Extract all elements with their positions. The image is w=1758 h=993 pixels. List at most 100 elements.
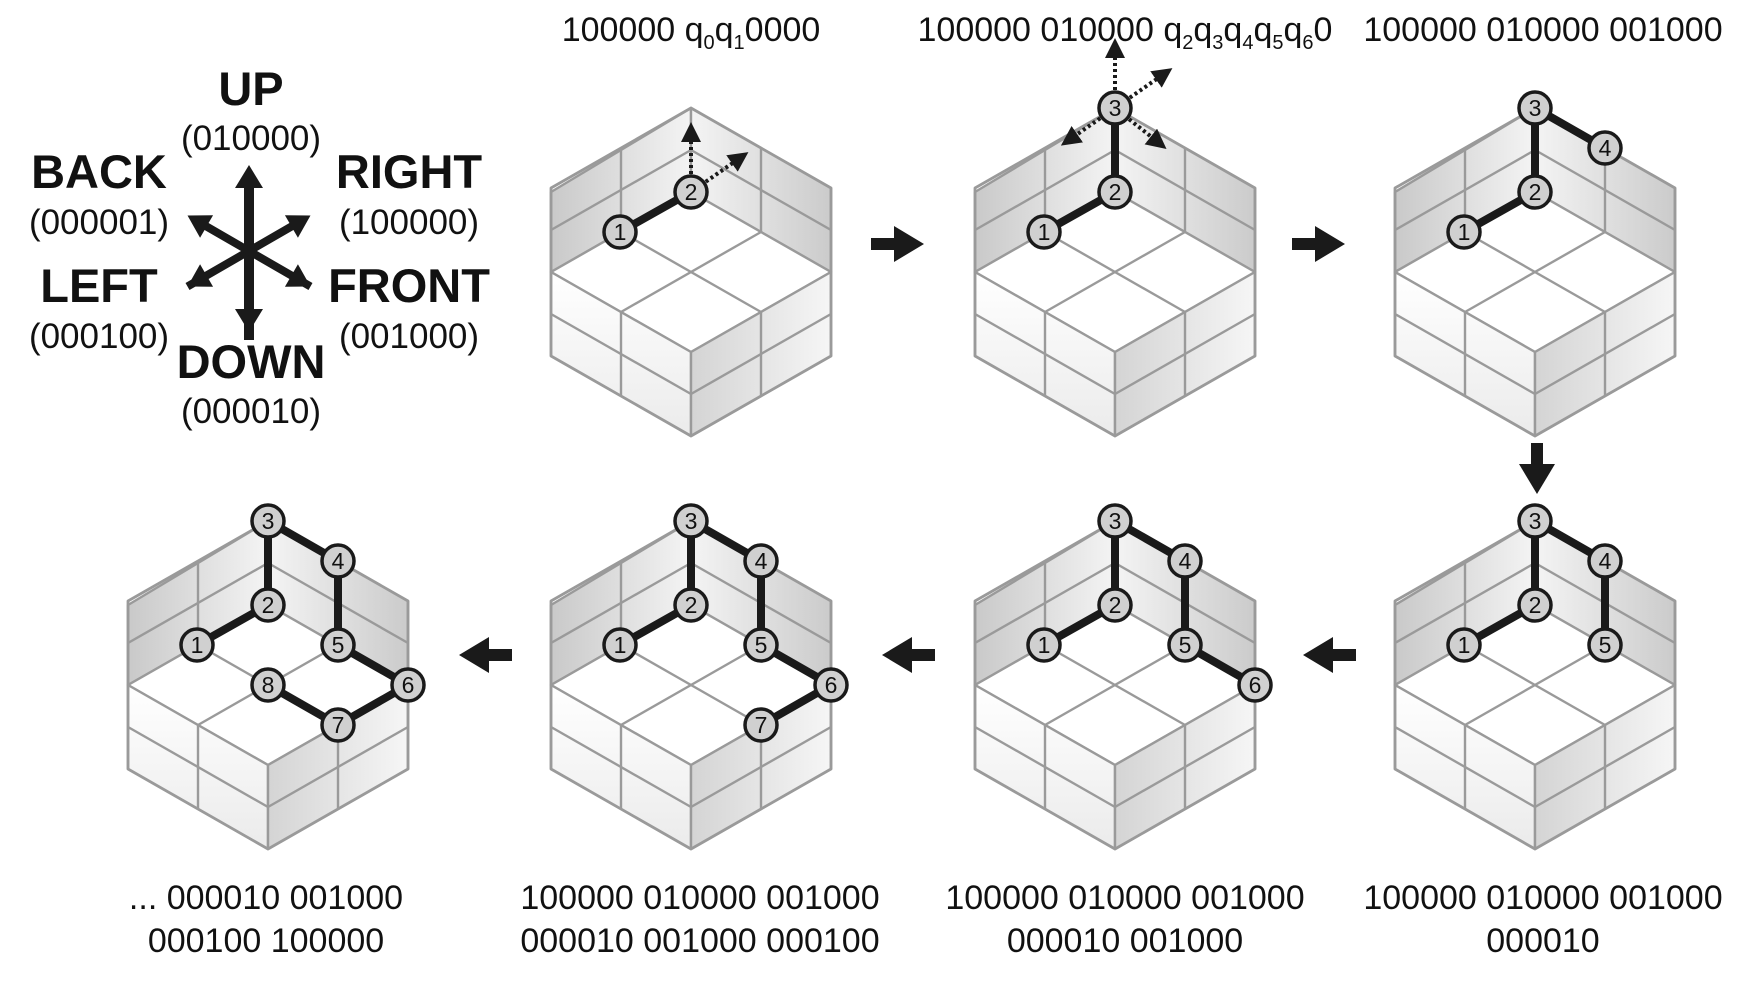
grid-line — [1044, 643, 1186, 727]
candidate-move-left-arrow-icon — [1060, 116, 1102, 146]
residue-node-1: 1 — [602, 214, 638, 250]
residue-node-7: 7 — [320, 707, 356, 743]
arrow-right-icon — [871, 226, 924, 262]
arrow-right-icon — [1292, 226, 1345, 262]
residue-circle — [1097, 587, 1133, 623]
residue-node-6: 6 — [1237, 667, 1273, 703]
residue-number: 1 — [1038, 219, 1051, 245]
grid-line — [974, 725, 1116, 809]
residue-circle — [179, 627, 215, 663]
dir-up-name: UP — [218, 62, 283, 115]
residue-number: 4 — [1599, 135, 1612, 161]
residue-circle — [250, 667, 286, 703]
lattice-outline — [549, 519, 833, 851]
residue-node-5: 5 — [1167, 627, 1203, 663]
residue-number: 1 — [614, 632, 627, 658]
residue-node-6: 6 — [390, 667, 426, 703]
residue-node-1: 1 — [1026, 214, 1062, 250]
candidate-move-right-arrow-icon — [704, 152, 749, 184]
dir-back-name: BACK — [31, 145, 167, 198]
caption-step-6-line-1: 100000 010000 001000 — [520, 879, 879, 917]
residue-node-2: 2 — [250, 587, 286, 623]
lattice-outline — [1393, 106, 1677, 438]
residue-number: 2 — [262, 592, 275, 618]
residue-circle — [743, 707, 779, 743]
residue-number: 2 — [1109, 592, 1122, 618]
residue-number: 2 — [1109, 179, 1122, 205]
caption-step-4-line-1: 100000 010000 001000 — [1363, 879, 1722, 917]
residue-node-3: 3 — [1517, 503, 1553, 539]
residue-circle — [1026, 214, 1062, 250]
residue-node-3: 3 — [250, 503, 286, 539]
grid-line — [1044, 230, 1186, 314]
direction-legend: UP (010000) BACK (000001) RIGHT (100000)… — [29, 62, 490, 431]
caption-step-7-line-2: 000100 100000 — [148, 922, 384, 960]
residue-number: 7 — [332, 712, 345, 738]
grid-line — [1464, 230, 1606, 314]
lattice-step-4: 1 2 3 4 5 — [1393, 503, 1677, 851]
candidate-move-front-arrow-icon — [1127, 117, 1167, 149]
residue-node-4: 4 — [1167, 543, 1203, 579]
residue-circle — [1517, 174, 1553, 210]
lattice-outline — [1393, 519, 1677, 851]
residue-node-5: 5 — [320, 627, 356, 663]
caption-step-5-line-2: 000010 001000 — [1007, 922, 1243, 960]
residue-circle — [320, 627, 356, 663]
residue-number: 6 — [825, 672, 838, 698]
caption-step-7-line-1: ... 000010 001000 — [129, 879, 403, 917]
residue-node-1: 1 — [1446, 627, 1482, 663]
captions: 100000 q0q10000 100000 010000 q2q3q4q5q6… — [129, 11, 1723, 960]
lattice-step-7: 1 2 3 4 5 6 7 8 — [126, 503, 426, 851]
residue-number: 1 — [614, 219, 627, 245]
residue-number: 2 — [685, 592, 698, 618]
residue-number: 5 — [1179, 632, 1192, 658]
residue-node-2: 2 — [1517, 587, 1553, 623]
caption-step-3: 100000 010000 001000 — [1363, 11, 1722, 49]
grid-line — [267, 725, 409, 809]
grid-line — [1114, 312, 1256, 396]
residue-node-3: 3 — [1097, 90, 1133, 126]
residue-number: 7 — [755, 712, 768, 738]
residue-node-6: 6 — [813, 667, 849, 703]
residue-circle — [1587, 543, 1623, 579]
residue-node-2: 2 — [673, 174, 709, 210]
arrow-left-icon — [882, 637, 935, 673]
residue-node-4: 4 — [743, 543, 779, 579]
dir-back-code: (000001) — [29, 203, 169, 242]
residue-number: 4 — [755, 548, 768, 574]
residue-number: 5 — [1599, 632, 1612, 658]
residue-circle — [320, 707, 356, 743]
residue-circle — [1097, 90, 1133, 126]
residue-circle — [1026, 627, 1062, 663]
grid-line — [1534, 725, 1676, 809]
residue-circle — [673, 503, 709, 539]
residue-number: 1 — [1038, 632, 1051, 658]
residue-node-1: 1 — [1446, 214, 1482, 250]
caption-step-1: 100000 q0q10000 — [562, 11, 821, 54]
residue-circle — [1587, 130, 1623, 166]
residue-node-4: 4 — [1587, 130, 1623, 166]
residue-node-2: 2 — [1097, 174, 1133, 210]
residue-number: 4 — [1599, 548, 1612, 574]
residue-number: 5 — [332, 632, 345, 658]
grid-line — [1534, 312, 1676, 396]
residue-number: 3 — [685, 508, 698, 534]
residue-number: 2 — [685, 179, 698, 205]
residue-circle — [1517, 587, 1553, 623]
residue-number: 3 — [1109, 95, 1122, 121]
dir-left-code: (000100) — [29, 317, 169, 356]
residue-circle — [1167, 543, 1203, 579]
direction-star-icon — [185, 165, 313, 340]
residue-circle — [602, 627, 638, 663]
flow-arrows — [459, 226, 1555, 673]
residue-node-8: 8 — [250, 667, 286, 703]
residue-node-5: 5 — [743, 627, 779, 663]
candidate-move-right-arrow-icon — [1128, 68, 1173, 100]
dir-right-name: RIGHT — [336, 145, 483, 198]
residue-circle — [1587, 627, 1623, 663]
grid-line — [690, 312, 832, 396]
residue-node-3: 3 — [673, 503, 709, 539]
residue-node-1: 1 — [179, 627, 215, 663]
caption-step-5-line-1: 100000 010000 001000 — [945, 879, 1304, 917]
